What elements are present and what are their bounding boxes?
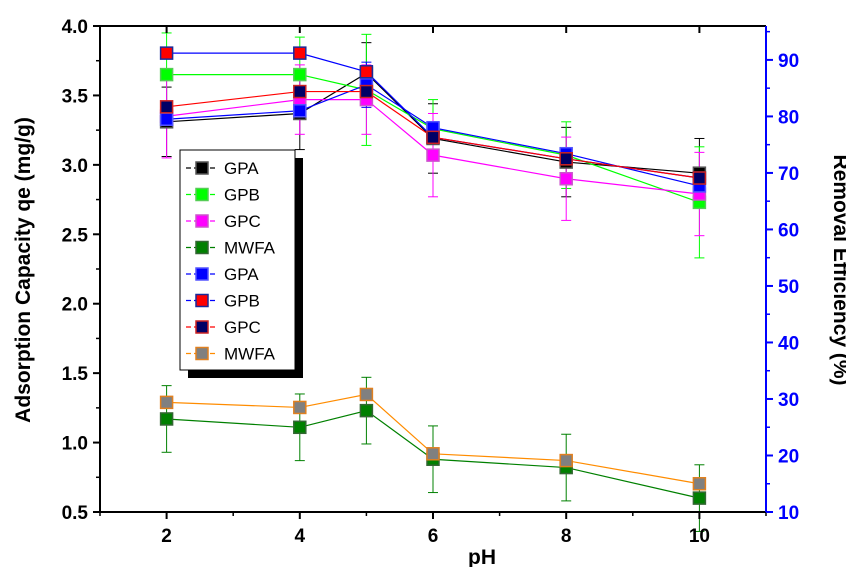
legend-items: GPA GPB GPC MWFA GPA GPB GPC MWFA (186, 159, 276, 364)
series-markers (159, 46, 707, 505)
data-point (359, 387, 374, 402)
data-point (293, 420, 307, 435)
x-tick-label: 10 (689, 526, 710, 547)
x-tick-label: 8 (561, 526, 572, 547)
y-right-tick-label: 10 (778, 503, 799, 524)
axes (93, 25, 773, 519)
data-point (159, 100, 174, 114)
legend-swatch-marker (195, 346, 209, 361)
legend-label: GPB (224, 292, 260, 311)
series-line (166, 90, 700, 179)
y-right-tick-label: 40 (778, 333, 799, 354)
data-point (559, 453, 573, 468)
legend-swatch-marker (195, 187, 209, 202)
data-point (359, 65, 374, 79)
y-left-tick-label: 2.5 (62, 225, 89, 246)
data-point (159, 412, 174, 426)
data-point (293, 104, 307, 118)
data-point (426, 447, 440, 461)
y-left-tick-label: 3.5 (62, 86, 89, 107)
y-left-tick-label: 3.0 (62, 156, 88, 177)
data-point (692, 491, 707, 505)
series-line (166, 393, 700, 485)
series-lines (166, 52, 700, 499)
series-line (166, 409, 700, 499)
legend-label: MWFA (224, 239, 276, 258)
y-right-tick-label: 80 (778, 107, 799, 128)
data-point (692, 476, 707, 491)
legend-label: GPC (224, 318, 261, 337)
tick-labels: 2 4 6 8 10 0.5 1.0 1.5 2.0 2.5 3.0 3.5 4.0 10 20 30 40 50… (62, 17, 800, 547)
legend-swatch-marker (195, 240, 209, 255)
y-right-tick-label: 70 (778, 164, 799, 185)
y-axis-title-right: Removal Efficiency (%) (829, 154, 846, 385)
series-line (166, 84, 700, 187)
y-right-tick-label: 20 (778, 446, 799, 467)
legend: GPA GPB GPC MWFA GPA GPB GPC MWFA (179, 149, 303, 378)
data-point (159, 395, 174, 410)
y-right-tick-label: 90 (778, 51, 799, 72)
data-point (293, 84, 307, 99)
data-point (426, 148, 440, 162)
series-line (166, 98, 700, 195)
y-left-tick-label: 1.5 (62, 364, 89, 385)
data-point (293, 46, 307, 60)
y-right-tick-label: 50 (778, 277, 799, 298)
data-point (293, 400, 307, 415)
x-tick-label: 6 (428, 526, 439, 547)
y-left-tick-label: 2.0 (62, 295, 88, 316)
y-left-tick-label: 1.0 (62, 434, 88, 455)
y-left-tick-label: 4.0 (62, 17, 88, 38)
data-point (359, 84, 374, 99)
legend-label: GPA (224, 265, 259, 284)
data-point (293, 67, 307, 82)
legend-swatch-marker (195, 293, 209, 308)
legend-label: MWFA (224, 345, 276, 364)
legend-label: GPA (224, 159, 259, 178)
data-point (692, 171, 707, 185)
legend-label: GPC (224, 212, 261, 231)
data-point (359, 403, 374, 418)
y-axis-title-left: Adsorption Capacity qe (mg/g) (12, 117, 35, 423)
data-point (159, 112, 174, 126)
legend-swatch-marker (195, 320, 209, 334)
data-point (426, 130, 440, 145)
x-tick-label: 2 (161, 526, 172, 547)
legend-label: GPB (224, 186, 260, 205)
y-right-tick-label: 60 (778, 220, 799, 241)
data-point (159, 67, 174, 82)
legend-swatch-marker (195, 267, 209, 281)
data-point (559, 152, 573, 166)
y-right-tick-label: 30 (778, 390, 799, 411)
legend-swatch-marker (195, 214, 209, 228)
x-axis-title: pH (468, 546, 496, 567)
x-tick-label: 4 (295, 526, 306, 547)
series-line (166, 73, 700, 203)
data-point (159, 46, 174, 60)
legend-box (179, 149, 296, 371)
data-point (559, 171, 573, 186)
y-left-tick-label: 0.5 (62, 503, 89, 524)
legend-swatch-marker (195, 161, 209, 175)
